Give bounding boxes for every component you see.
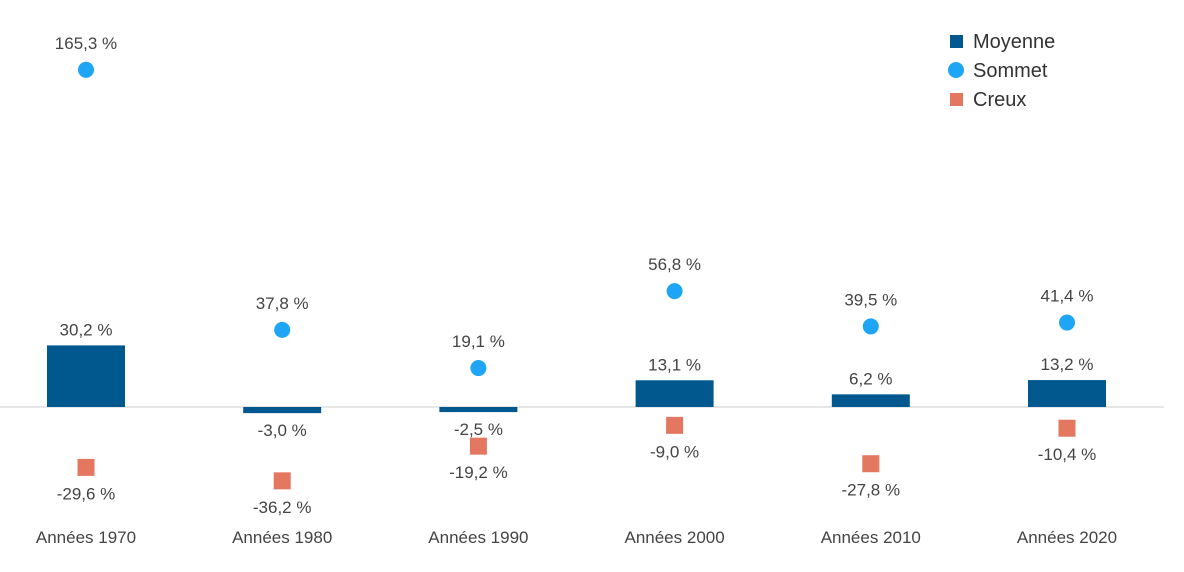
x-tick-label: Années 1980 bbox=[232, 528, 332, 547]
square-creux bbox=[273, 472, 291, 490]
bar-moyenne-label: 30,2 % bbox=[60, 320, 113, 339]
bar-moyenne bbox=[439, 407, 518, 413]
legend-moyenne-label: Moyenne bbox=[973, 31, 1055, 53]
square-creux-label: -36,2 % bbox=[253, 498, 312, 517]
legend: Moyenne Sommet Creux bbox=[948, 31, 1055, 111]
x-tick-label: Années 2000 bbox=[624, 528, 724, 547]
dot-sommet bbox=[862, 318, 879, 335]
square-creux bbox=[862, 455, 880, 473]
square-creux bbox=[1058, 419, 1076, 437]
dot-sommet-label: 165,3 % bbox=[55, 34, 117, 53]
legend-creux-swatch bbox=[950, 93, 963, 106]
square-creux-label: -19,2 % bbox=[449, 463, 508, 482]
dot-sommet bbox=[274, 321, 291, 338]
dot-sommet-label: 41,4 % bbox=[1041, 287, 1094, 306]
legend-moyenne-swatch bbox=[950, 35, 963, 48]
bar-moyenne-label: 13,2 % bbox=[1041, 355, 1094, 374]
chart-marks: 30,2 % 165,3 % -29,6 % -3,0 % 37,8 % -36,2 % -… bbox=[47, 34, 1106, 517]
bar-moyenne-label: -2,5 % bbox=[454, 420, 503, 439]
bar-moyenne bbox=[1028, 380, 1106, 407]
bar-moyenne bbox=[243, 407, 322, 414]
category-labels: Années 1970 Années 1980 Années 1990 Années … bbox=[36, 528, 1117, 547]
x-tick-label: Années 1970 bbox=[36, 528, 136, 547]
dot-sommet-label: 56,8 % bbox=[648, 255, 701, 274]
x-tick-label: Années 2010 bbox=[821, 528, 921, 547]
square-creux bbox=[469, 437, 487, 455]
x-tick-label: Années 1990 bbox=[428, 528, 528, 547]
square-creux-label: -9,0 % bbox=[650, 442, 699, 461]
dot-sommet-label: 37,8 % bbox=[256, 294, 309, 313]
dot-sommet-label: 19,1 % bbox=[452, 332, 505, 351]
legend-sommet-swatch bbox=[948, 62, 964, 78]
dot-sommet-label: 39,5 % bbox=[844, 290, 897, 309]
bar-moyenne-label: -3,0 % bbox=[258, 421, 307, 440]
legend-creux-label: Creux bbox=[973, 89, 1026, 111]
bar-moyenne bbox=[635, 380, 714, 407]
bar-moyenne-label: 6,2 % bbox=[849, 369, 892, 388]
square-creux bbox=[77, 458, 95, 476]
x-tick-label: Années 2020 bbox=[1017, 528, 1117, 547]
bar-moyenne bbox=[831, 394, 910, 407]
square-creux bbox=[666, 416, 684, 434]
dot-sommet bbox=[666, 283, 683, 300]
legend-sommet-label: Sommet bbox=[973, 60, 1048, 82]
bar-moyenne bbox=[47, 345, 125, 407]
dot-sommet bbox=[1059, 314, 1075, 331]
dot-sommet bbox=[78, 61, 94, 78]
dot-sommet bbox=[470, 360, 487, 377]
square-creux-label: -10,4 % bbox=[1038, 445, 1097, 464]
square-creux-label: -27,8 % bbox=[842, 481, 901, 500]
square-creux-label: -29,6 % bbox=[57, 484, 116, 503]
bar-moyenne-label: 13,1 % bbox=[648, 355, 701, 374]
